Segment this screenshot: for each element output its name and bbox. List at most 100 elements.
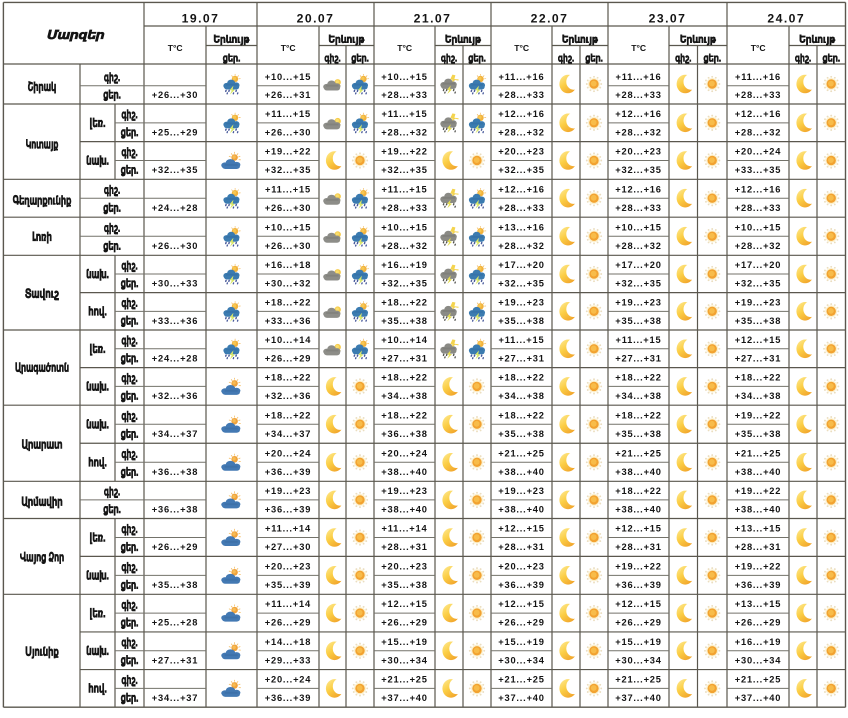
svg-text:+20...+24: +20...+24 xyxy=(265,448,312,458)
svg-text:+18...+22: +18...+22 xyxy=(498,373,545,383)
svg-text:+11...+15: +11...+15 xyxy=(382,184,428,194)
svg-text:+19...+23: +19...+23 xyxy=(615,297,662,307)
svg-text:+28...+32: +28...+32 xyxy=(381,241,428,251)
svg-text:+13...+15: +13...+15 xyxy=(735,599,782,609)
svg-text:+11...+16: +11...+16 xyxy=(735,72,781,82)
svg-text:+18...+22: +18...+22 xyxy=(381,297,428,307)
svg-text:+26...+30: +26...+30 xyxy=(265,127,312,137)
svg-text:+12...+16: +12...+16 xyxy=(615,109,662,119)
svg-text:+32...+35: +32...+35 xyxy=(381,165,428,175)
svg-text:+36...+38: +36...+38 xyxy=(152,504,199,514)
svg-text:+19...+23: +19...+23 xyxy=(735,297,782,307)
svg-text:+26...+30: +26...+30 xyxy=(265,203,312,213)
svg-text:+15...+19: +15...+19 xyxy=(381,637,428,647)
svg-text:+20...+23: +20...+23 xyxy=(265,561,312,571)
svg-text:T°C: T°C xyxy=(514,43,529,53)
svg-text:+19...+23: +19...+23 xyxy=(381,486,428,496)
svg-text:+16...+19: +16...+19 xyxy=(381,260,428,270)
svg-text:+28...+33: +28...+33 xyxy=(615,203,662,213)
svg-text:+21...+25: +21...+25 xyxy=(498,674,545,684)
svg-text:+30...+34: +30...+34 xyxy=(381,655,428,665)
svg-text:+32...+36: +32...+36 xyxy=(152,391,199,401)
svg-text:+36...+39: +36...+39 xyxy=(615,580,662,590)
svg-text:+38...+40: +38...+40 xyxy=(735,467,782,477)
svg-text:+15...+19: +15...+19 xyxy=(615,637,662,647)
svg-text:+32...+35: +32...+35 xyxy=(735,278,782,288)
svg-text:+34...+37: +34...+37 xyxy=(152,429,199,439)
svg-text:+27...+31: +27...+31 xyxy=(735,353,782,363)
svg-text:+19...+23: +19...+23 xyxy=(265,486,312,496)
svg-text:+20...+24: +20...+24 xyxy=(265,674,312,684)
svg-text:+13...+15: +13...+15 xyxy=(735,524,782,534)
svg-text:+10...+15: +10...+15 xyxy=(615,222,662,232)
svg-text:+19...+23: +19...+23 xyxy=(498,297,545,307)
svg-text:+11...+14: +11...+14 xyxy=(265,599,311,609)
svg-text:+34...+38: +34...+38 xyxy=(735,391,782,401)
svg-text:+35...+38: +35...+38 xyxy=(498,316,545,326)
svg-text:+18...+22: +18...+22 xyxy=(265,373,312,383)
svg-text:+26...+30: +26...+30 xyxy=(152,241,199,251)
svg-text:+35...+38: +35...+38 xyxy=(615,316,662,326)
svg-text:+34...+38: +34...+38 xyxy=(498,391,545,401)
svg-text:+32...+35: +32...+35 xyxy=(615,165,662,175)
svg-text:+36...+39: +36...+39 xyxy=(735,580,782,590)
svg-text:+18...+22: +18...+22 xyxy=(498,410,545,420)
svg-text:+10...+15: +10...+15 xyxy=(381,222,428,232)
svg-text:+26...+29: +26...+29 xyxy=(265,353,312,363)
svg-text:+26...+30: +26...+30 xyxy=(152,90,199,100)
svg-text:+19...+22: +19...+22 xyxy=(735,486,782,496)
svg-text:+30...+32: +30...+32 xyxy=(265,278,312,288)
svg-text:+11...+14: +11...+14 xyxy=(265,524,311,534)
svg-text:+27...+30: +27...+30 xyxy=(265,542,312,552)
svg-text:+18...+22: +18...+22 xyxy=(735,373,782,383)
svg-text:+28...+33: +28...+33 xyxy=(735,203,782,213)
svg-text:+35...+38: +35...+38 xyxy=(498,429,545,439)
svg-text:+11...+16: +11...+16 xyxy=(616,72,662,82)
svg-text:T°C: T°C xyxy=(281,43,296,53)
svg-text:+32...+35: +32...+35 xyxy=(615,278,662,288)
svg-text:+11...+15: +11...+15 xyxy=(382,109,428,119)
svg-text:+35...+38: +35...+38 xyxy=(735,429,782,439)
svg-text:+20...+23: +20...+23 xyxy=(615,147,662,157)
svg-text:+19...+22: +19...+22 xyxy=(265,147,312,157)
svg-text:21.07: 21.07 xyxy=(414,12,452,26)
svg-text:+28...+33: +28...+33 xyxy=(735,90,782,100)
svg-text:+15...+19: +15...+19 xyxy=(498,637,545,647)
svg-text:+30...+33: +30...+33 xyxy=(152,278,199,288)
svg-text:+10...+14: +10...+14 xyxy=(381,335,428,345)
svg-text:+18...+22: +18...+22 xyxy=(381,410,428,420)
svg-text:+27...+31: +27...+31 xyxy=(615,353,662,363)
svg-text:+36...+38: +36...+38 xyxy=(381,429,428,439)
svg-text:T°C: T°C xyxy=(631,43,646,53)
svg-text:+12...+15: +12...+15 xyxy=(735,335,782,345)
svg-text:+10...+15: +10...+15 xyxy=(265,72,312,82)
svg-text:+34...+38: +34...+38 xyxy=(381,391,428,401)
svg-text:+38...+40: +38...+40 xyxy=(615,504,662,514)
svg-text:+26...+29: +26...+29 xyxy=(615,618,662,628)
svg-text:+26...+29: +26...+29 xyxy=(381,618,428,628)
svg-text:+25...+28: +25...+28 xyxy=(152,618,199,628)
svg-text:+36...+39: +36...+39 xyxy=(265,693,312,703)
svg-text:+19...+23: +19...+23 xyxy=(498,486,545,496)
svg-text:+12...+16: +12...+16 xyxy=(498,109,545,119)
svg-text:+28...+32: +28...+32 xyxy=(735,127,782,137)
svg-text:+11...+15: +11...+15 xyxy=(616,335,662,345)
svg-text:+26...+31: +26...+31 xyxy=(265,90,312,100)
svg-text:+16...+19: +16...+19 xyxy=(735,637,782,647)
svg-text:+11...+15: +11...+15 xyxy=(499,335,545,345)
svg-text:+13...+16: +13...+16 xyxy=(498,222,545,232)
svg-text:+10...+15: +10...+15 xyxy=(381,72,428,82)
svg-text:+37...+40: +37...+40 xyxy=(381,693,428,703)
svg-text:+35...+38: +35...+38 xyxy=(735,316,782,326)
svg-text:+18...+22: +18...+22 xyxy=(615,486,662,496)
svg-text:+17...+20: +17...+20 xyxy=(735,260,782,270)
svg-text:+28...+32: +28...+32 xyxy=(735,241,782,251)
svg-text:+36...+39: +36...+39 xyxy=(265,467,312,477)
svg-text:+26...+29: +26...+29 xyxy=(152,542,199,552)
svg-text:+17...+20: +17...+20 xyxy=(615,260,662,270)
svg-text:+10...+14: +10...+14 xyxy=(265,335,312,345)
svg-text:+32...+35: +32...+35 xyxy=(498,278,545,288)
svg-text:+12...+15: +12...+15 xyxy=(615,599,662,609)
svg-text:+28...+31: +28...+31 xyxy=(615,542,662,552)
svg-text:+36...+39: +36...+39 xyxy=(265,504,312,514)
